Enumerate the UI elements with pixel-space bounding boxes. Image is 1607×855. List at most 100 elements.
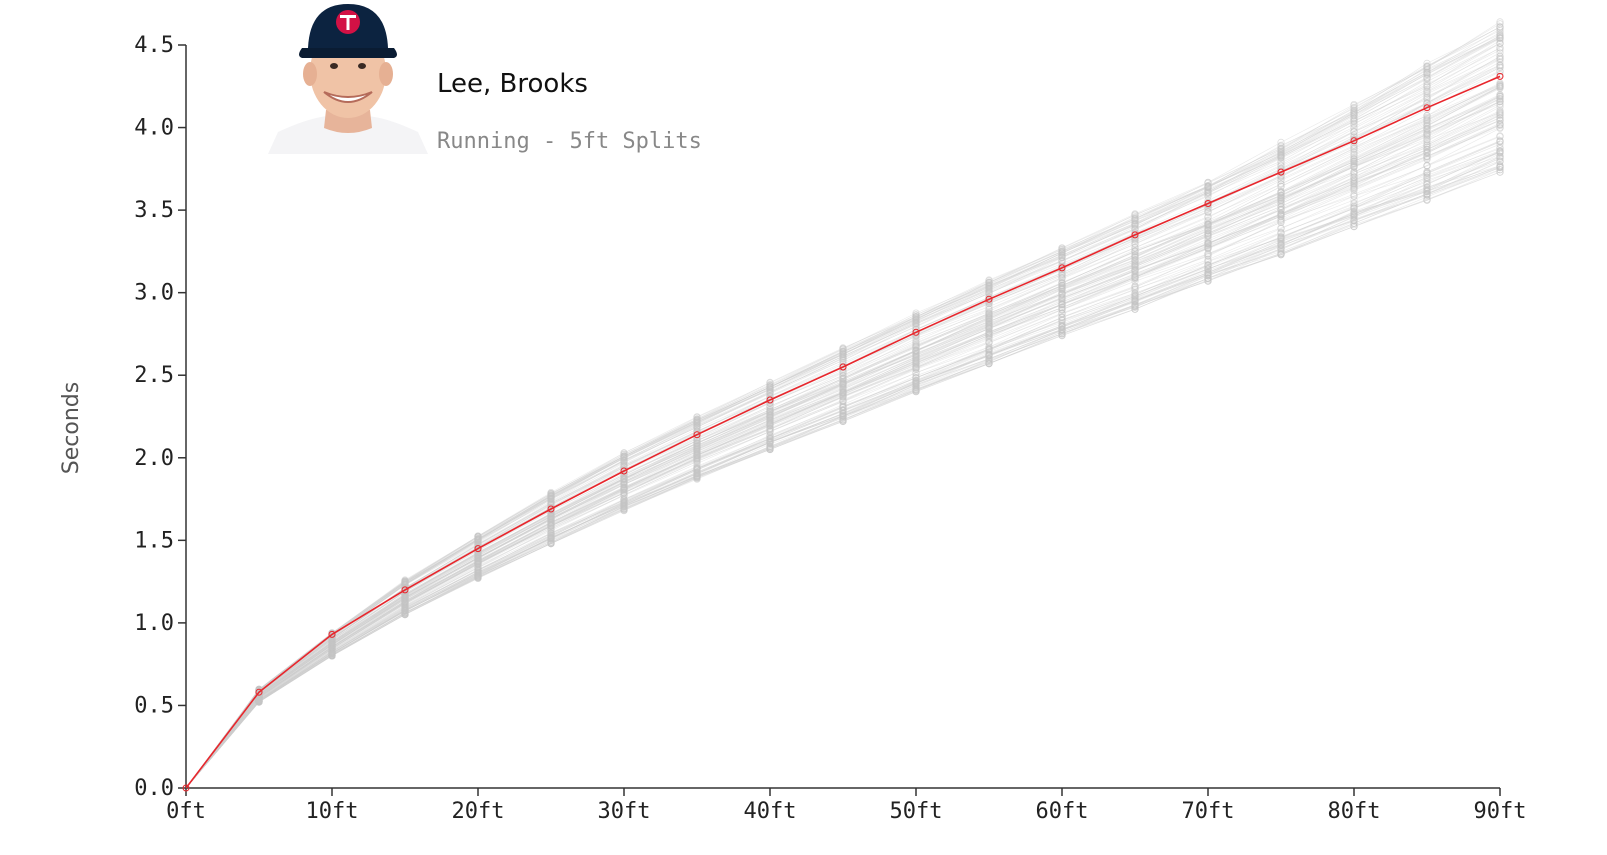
comparison-run-point [912,388,920,396]
comparison-run-point [1131,215,1139,223]
comparison-run-point [1496,168,1504,176]
comparison-run-line [185,152,1501,789]
comparison-run-point [912,342,920,350]
comparison-run-point [1131,210,1139,218]
comparison-run-point [547,529,555,538]
highlight-series-point [912,328,920,336]
comparison-run-point [1350,180,1358,188]
comparison-run-line [185,151,1501,789]
comparison-run-point [839,371,847,380]
comparison-run-line [185,156,1501,789]
comparison-run-line [185,169,1501,789]
comparison-run-point [839,374,847,382]
comparison-run-point [912,349,920,358]
highlight-series-point [766,396,774,404]
comparison-run-point [1350,204,1358,212]
comparison-run-point [839,345,847,353]
comparison-run-point [693,454,701,462]
comparison-run-point [1204,255,1212,264]
comparison-run-point [1058,244,1066,252]
comparison-run-line [185,167,1501,789]
comparison-run-point [620,491,628,499]
comparison-run-point [1204,252,1212,260]
comparison-run-point [985,360,993,368]
comparison-run-point [1131,302,1139,311]
comparison-run-point [620,486,628,494]
comparison-run-point [1350,117,1358,125]
comparison-run-point [1131,273,1139,281]
comparison-run-line [185,167,1501,789]
comparison-run-point [766,435,774,443]
comparison-run-point [474,552,482,560]
comparison-run-point [1496,103,1504,111]
comparison-run-point [693,425,701,433]
comparison-run-point [985,345,993,353]
comparison-run-point [1423,112,1431,120]
comparison-run-point [985,323,993,331]
highlight-series-line [185,75,1501,789]
comparison-run-point [1277,195,1285,203]
x-tick-label: 70ft [1182,799,1235,824]
comparison-run-line [185,96,1501,789]
comparison-run-point [1496,63,1504,71]
comparison-run-point [1496,121,1504,129]
comparison-run-point [1350,106,1358,114]
comparison-run-point [401,578,409,586]
comparison-run-point [1277,148,1285,156]
comparison-run-line [185,86,1501,789]
comparison-run-point [474,558,482,567]
comparison-run-point [1131,259,1139,267]
comparison-run-point [1058,321,1066,330]
comparison-run-point [1496,18,1504,26]
comparison-run-point [401,600,409,608]
y-tick-label: 0.5 [134,693,174,718]
comparison-run-point [1277,230,1285,238]
comparison-run-point [839,393,847,401]
comparison-run-point [547,536,555,545]
comparison-run-point [1423,186,1431,194]
x-tick-label: 50ft [890,799,943,824]
comparison-run-point [1204,191,1212,199]
highlight-series-point [255,688,263,696]
comparison-run-line [185,98,1501,789]
comparison-run-point [985,352,993,360]
comparison-run-point [1496,70,1504,79]
comparison-run-point [1496,92,1504,101]
comparison-run-point [1277,225,1285,233]
cap-brim [299,48,397,58]
comparison-run-line [185,125,1501,789]
comparison-run-point [1058,269,1066,277]
comparison-run-point [1423,78,1431,86]
comparison-run-point [1131,217,1139,225]
comparison-run-point [255,697,263,705]
comparison-run-point [1423,99,1431,107]
comparison-run-point [766,438,774,447]
comparison-run-point [1277,200,1285,208]
comparison-run-point [1204,265,1212,273]
comparison-run-point [1350,148,1358,156]
comparison-run-point [839,391,847,399]
comparison-run-point [401,605,409,613]
comparison-run-point [985,305,993,314]
comparison-run-point [1496,117,1504,125]
comparison-run-point [1496,25,1504,33]
comparison-run-point [912,361,920,369]
comparison-run-point [985,330,993,338]
comparison-run-point [1277,180,1285,188]
comparison-run-point [1350,101,1358,109]
comparison-run-point [1350,153,1358,162]
comparison-run-point [839,350,847,358]
comparison-run-point [839,413,847,422]
comparison-run-point [547,500,555,509]
comparison-run-point [620,475,628,483]
comparison-run-line [185,86,1501,789]
comparison-run-line [185,160,1501,789]
comparison-run-line [185,96,1501,789]
comparison-run-point [1204,183,1212,191]
highlight-series-point [693,431,701,439]
comparison-run-point [839,381,847,389]
comparison-run-line [185,70,1501,789]
comparison-run-point [1350,223,1358,231]
comparison-run-point [1131,277,1139,285]
comparison-run-point [1204,217,1212,225]
